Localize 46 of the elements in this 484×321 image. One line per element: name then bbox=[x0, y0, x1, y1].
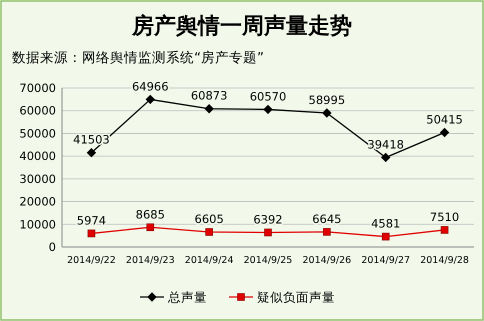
y-tick-label: 60000 bbox=[19, 104, 56, 118]
data-label: 39418 bbox=[367, 137, 404, 152]
point bbox=[88, 230, 96, 238]
x-tick-label: 2014/9/22 bbox=[67, 255, 116, 266]
point bbox=[204, 104, 214, 114]
y-tick-label: 0 bbox=[48, 240, 56, 254]
y-tick-label: 40000 bbox=[19, 149, 56, 164]
data-label: 6645 bbox=[312, 212, 342, 226]
point bbox=[381, 152, 390, 162]
chart-title: 房产舆情一周声量走势 bbox=[131, 13, 352, 39]
data-label: 58995 bbox=[308, 92, 346, 107]
chart-subtitle: 数据来源：网络舆情监测系统“房产专题” bbox=[12, 50, 264, 66]
point bbox=[264, 104, 272, 114]
x-tick-label: 2014/9/25 bbox=[244, 255, 292, 266]
x-tick-label: 2014/9/24 bbox=[184, 255, 234, 266]
data-label: 64966 bbox=[132, 79, 169, 94]
point bbox=[264, 228, 272, 236]
y-tick-label: 70000 bbox=[19, 81, 56, 95]
data-label: 50415 bbox=[426, 112, 463, 126]
data-label: 60570 bbox=[250, 89, 286, 104]
point bbox=[322, 108, 332, 118]
x-tick-label: 2014/9/26 bbox=[302, 255, 352, 266]
point bbox=[146, 94, 155, 104]
x-tick-label: 2014/9/23 bbox=[126, 255, 175, 266]
y-tick-label: 10000 bbox=[19, 217, 56, 232]
x-tick-label: 2014/9/28 bbox=[420, 255, 469, 266]
data-label: 60873 bbox=[190, 88, 228, 103]
point bbox=[146, 223, 154, 232]
point bbox=[440, 226, 448, 234]
x-tick-label: 2014/9/27 bbox=[361, 255, 410, 266]
y-tick-label: 30000 bbox=[19, 172, 56, 186]
data-label: 5974 bbox=[76, 213, 106, 228]
legend-label: 总声量 bbox=[167, 290, 207, 304]
legend-label: 疑似负面声量 bbox=[257, 290, 335, 304]
point bbox=[205, 228, 213, 236]
data-label: 8685 bbox=[136, 207, 165, 222]
point bbox=[323, 228, 331, 236]
y-tick-label: 50000 bbox=[19, 126, 56, 140]
point bbox=[86, 148, 96, 158]
y-tick-label: 20000 bbox=[19, 194, 56, 209]
data-label: 4581 bbox=[371, 216, 400, 231]
data-label: 6392 bbox=[253, 212, 283, 226]
data-label: 7510 bbox=[430, 210, 460, 224]
data-label: 6605 bbox=[194, 212, 224, 226]
point bbox=[440, 128, 450, 137]
point bbox=[382, 232, 390, 240]
